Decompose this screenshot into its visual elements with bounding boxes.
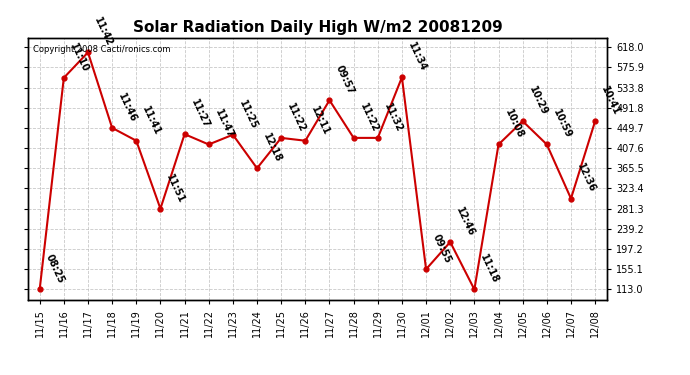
Text: 11:25: 11:25 (237, 98, 259, 130)
Text: 11:10: 11:10 (68, 41, 90, 74)
Text: 10:08: 10:08 (503, 108, 525, 140)
Text: 09:57: 09:57 (334, 64, 356, 96)
Text: 11:46: 11:46 (117, 92, 139, 124)
Text: 11:51: 11:51 (165, 172, 187, 204)
Text: 12:46: 12:46 (455, 206, 477, 238)
Text: 11:41: 11:41 (141, 104, 163, 136)
Text: 11:42: 11:42 (92, 16, 115, 48)
Text: 10:29: 10:29 (527, 85, 549, 117)
Text: 08:25: 08:25 (44, 253, 66, 285)
Text: 11:32: 11:32 (382, 101, 404, 134)
Text: 12:18: 12:18 (262, 132, 284, 164)
Text: 11:22: 11:22 (358, 101, 380, 134)
Text: 09:55: 09:55 (431, 233, 453, 265)
Text: 11:34: 11:34 (406, 41, 428, 73)
Text: 12:11: 12:11 (310, 104, 332, 136)
Text: 11:47: 11:47 (213, 108, 235, 140)
Text: 11:27: 11:27 (189, 98, 211, 130)
Text: 10:41: 10:41 (600, 85, 622, 117)
Text: 12:36: 12:36 (575, 162, 598, 194)
Text: 11:18: 11:18 (479, 253, 501, 285)
Text: 11:22: 11:22 (286, 101, 308, 134)
Text: 10:59: 10:59 (551, 108, 573, 140)
Text: Copyright 2008 Cacti/ronics.com: Copyright 2008 Cacti/ronics.com (33, 45, 171, 54)
Title: Solar Radiation Daily High W/m2 20081209: Solar Radiation Daily High W/m2 20081209 (132, 20, 502, 35)
